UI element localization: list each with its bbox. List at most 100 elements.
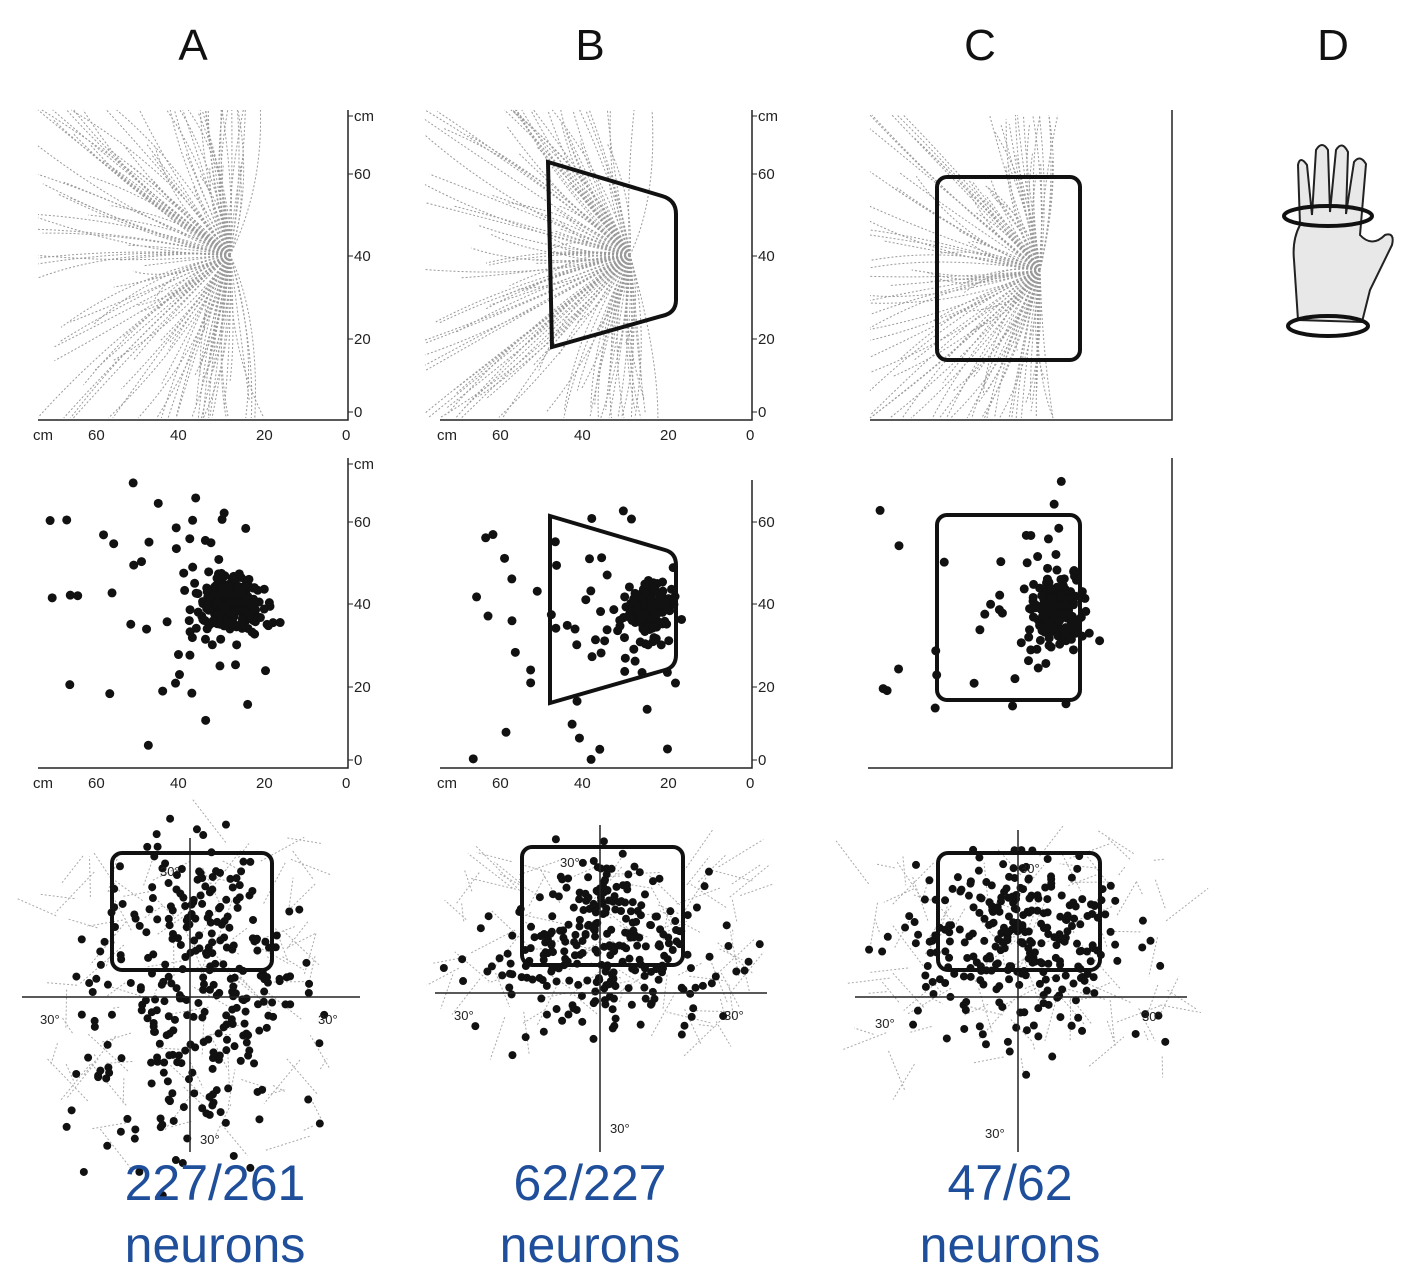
trajectory <box>1030 269 1041 412</box>
panel-label: C <box>964 21 996 70</box>
neuron-dot <box>641 994 650 1003</box>
neuron-dot <box>164 1012 173 1021</box>
trajectory <box>154 988 158 994</box>
neuron-dot <box>581 595 591 605</box>
neuron-dot <box>647 921 656 930</box>
neuron-dot <box>1080 593 1090 603</box>
neuron-dot <box>235 881 244 890</box>
neuron-dot <box>65 590 75 600</box>
trajectory <box>455 872 480 905</box>
neuron-dot <box>185 605 195 615</box>
neuron-dot <box>878 947 887 956</box>
trajectory <box>489 254 631 306</box>
neuron-dot <box>173 650 183 660</box>
trajectory <box>729 931 740 976</box>
neuron-dot <box>229 982 238 991</box>
workspace-outline <box>935 513 1082 702</box>
neuron-dot <box>200 634 210 644</box>
neuron-dot <box>177 865 186 874</box>
neuron-dot <box>1005 975 1014 984</box>
neuron-dot <box>584 893 593 902</box>
trajectory <box>515 109 631 256</box>
tick-label: 30° <box>985 1126 1005 1141</box>
neuron-dot <box>196 869 205 878</box>
neuron-dot <box>96 960 105 969</box>
neuron-dot <box>535 893 544 902</box>
trajectory <box>609 109 631 256</box>
neuron-dot <box>136 985 145 994</box>
neuron-dot <box>1047 872 1056 881</box>
y-tick-label: 40 <box>758 248 775 265</box>
neuron-dot <box>698 981 707 990</box>
neuron-dot <box>1004 912 1013 921</box>
neuron-dot <box>207 929 216 938</box>
neuron-dot <box>1044 640 1054 650</box>
neuron-dot <box>1026 937 1035 946</box>
trajectory <box>65 989 68 1030</box>
neuron-dot <box>1002 884 1011 893</box>
trajectory <box>999 269 1041 419</box>
tick-label: 30° <box>454 1008 474 1023</box>
neuron-dot <box>252 936 261 945</box>
neuron-dot <box>605 896 614 905</box>
trajectory <box>524 864 550 873</box>
neuron-dot <box>650 585 660 595</box>
neuron-dot <box>148 883 157 892</box>
neuron-dot <box>167 979 176 988</box>
trajectory <box>619 969 655 993</box>
trajectory <box>54 254 231 362</box>
neuron-dot <box>1005 1047 1014 1056</box>
trajectory <box>204 109 231 256</box>
trajectory <box>585 189 631 256</box>
trajectory <box>720 971 740 1007</box>
trajectory <box>1015 269 1041 419</box>
neuron-dot <box>228 1020 237 1029</box>
neuron-dot <box>923 962 932 971</box>
trajectory <box>739 883 774 897</box>
neuron-dot <box>237 623 247 633</box>
neuron-dot <box>1047 594 1057 604</box>
neuron-dot <box>1033 663 1043 673</box>
neuron-dot <box>142 928 151 937</box>
trajectory <box>946 269 1041 419</box>
axes <box>440 110 753 421</box>
trajectory <box>1110 930 1141 933</box>
x-tick-label: 60 <box>88 775 105 792</box>
neuron-dot <box>1090 989 1099 998</box>
neuron-dot <box>199 831 208 840</box>
neuron-dot <box>209 980 218 989</box>
trajectory <box>1158 976 1180 1017</box>
trajectory <box>579 109 631 256</box>
neuron-dot <box>181 902 190 911</box>
neuron-dot <box>176 940 185 949</box>
neuron-dot <box>232 1003 241 1012</box>
neuron-dot <box>189 1012 198 1021</box>
workspace-outline <box>548 513 678 706</box>
neuron-dot <box>574 980 583 989</box>
neuron-dot <box>677 983 686 992</box>
neuron-dot <box>90 1022 99 1031</box>
neuron-dot <box>955 925 964 934</box>
neuron-dot <box>172 984 181 993</box>
neuron-count: 227/261 <box>125 1155 306 1211</box>
neuron-dot <box>609 968 618 977</box>
neuron-dot <box>145 905 154 914</box>
neuron-dot <box>1005 872 1014 881</box>
neuron-dot <box>47 593 57 603</box>
tick-label: 30° <box>160 864 180 879</box>
neuron-dot <box>627 1000 636 1009</box>
trajectory <box>869 269 1041 278</box>
neuron-dot <box>130 910 139 919</box>
x-tick-label: 20 <box>256 427 273 444</box>
neuron-dot <box>966 879 975 888</box>
neuron-dot <box>571 930 580 939</box>
neuron-dot <box>85 979 94 988</box>
neuron-dot <box>640 890 649 899</box>
neuron-dot <box>285 907 294 916</box>
neuron-dot <box>595 744 605 754</box>
neuron-dot <box>236 1056 245 1065</box>
trajectory <box>37 109 231 256</box>
neuron-dot <box>224 587 234 597</box>
trajectory <box>606 164 631 256</box>
neuron-dot <box>602 570 612 580</box>
